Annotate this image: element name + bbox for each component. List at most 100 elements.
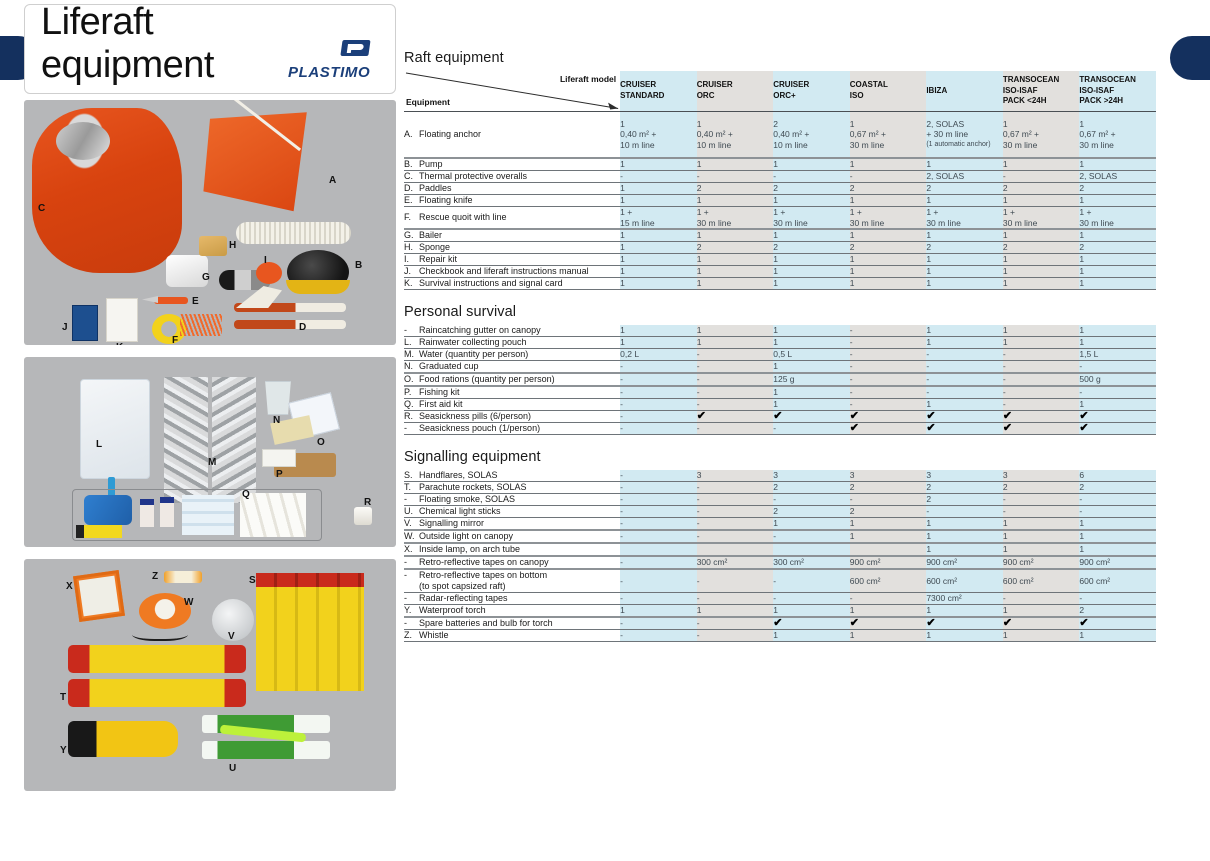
value-cell: 1 xyxy=(926,325,1003,337)
value-line: 1 xyxy=(773,518,778,529)
value-line: 1 xyxy=(1002,230,1008,241)
table-row: - Floating smoke, SOLAS - - - - 2 - - xyxy=(404,493,1156,506)
value-line: - xyxy=(696,399,700,410)
value-line: - xyxy=(620,399,623,410)
value-line: - xyxy=(620,171,623,182)
value-cell xyxy=(773,543,850,556)
value-line: - xyxy=(926,506,930,517)
value-line: 1 xyxy=(696,266,702,277)
value-line: - xyxy=(696,618,700,629)
value-cell: - xyxy=(849,373,927,386)
photo-label-R: R xyxy=(364,497,372,508)
equipment-label: Graduated cup xyxy=(419,361,479,371)
value-cell: - xyxy=(773,493,850,506)
value-line: - xyxy=(1079,494,1083,505)
value-cell: 1 xyxy=(1002,277,1080,290)
equipment-letter: N. xyxy=(404,361,413,371)
value-cell xyxy=(696,543,774,556)
equipment-letter: F. xyxy=(404,212,412,222)
gauze-packs xyxy=(182,495,234,535)
value-cell: - xyxy=(926,505,1003,518)
equipment-letter: V. xyxy=(404,518,412,528)
column-header-line: STANDARD xyxy=(620,90,665,100)
value-cell: 1 xyxy=(1079,265,1156,278)
table-row: L. Rainwater collecting pouch 1 1 1 - 1 1 1 xyxy=(404,336,1156,349)
equipment-name-cell: M. Water (quantity per person) xyxy=(404,349,620,361)
value-cell: - xyxy=(620,422,697,435)
value-line: 0,5 L xyxy=(773,349,793,360)
value-line: 0,67 m² + xyxy=(1002,129,1040,139)
value-cell: 1 xyxy=(696,229,774,242)
value-line: - xyxy=(1002,593,1006,604)
equipment-label: Water (quantity per person) xyxy=(419,349,529,359)
value-cell: 1 +30 m line xyxy=(773,206,850,229)
value-line: - xyxy=(620,494,623,505)
value-line: 2 xyxy=(696,242,702,253)
equipment-letter: I. xyxy=(404,254,410,264)
water-rations-image-2 xyxy=(212,377,256,503)
value-cell: 3 xyxy=(696,470,774,482)
value-cell: - xyxy=(1002,398,1080,411)
value-line: 300 cm² xyxy=(773,557,804,568)
equipment-label: Waterproof torch xyxy=(419,605,486,615)
signalling-mirror-image xyxy=(212,599,254,641)
photo-label-C: C xyxy=(38,203,46,214)
value-line: - xyxy=(620,411,623,422)
value-line: 30 m line xyxy=(773,217,808,228)
equipment-letter: W. xyxy=(404,531,415,541)
value-line: ✔ xyxy=(849,422,859,435)
value-cell: 1 xyxy=(1079,629,1156,642)
value-line: - xyxy=(773,575,777,586)
value-line: 1 xyxy=(1079,337,1085,348)
value-cell: - xyxy=(620,556,697,569)
value-cell xyxy=(620,543,697,556)
value-cell: 1 +30 m line xyxy=(1079,206,1156,229)
value-line: 1 xyxy=(1079,630,1085,641)
equipment-letter: D. xyxy=(404,183,413,193)
table-row: - Retro-reflective tapes on canopy - 300 cm… xyxy=(404,556,1156,569)
equipment-label: Thermal protective overalls xyxy=(419,171,528,181)
value-line: 2 xyxy=(1002,482,1008,493)
value-cell: - xyxy=(696,373,774,386)
value-line: 1 xyxy=(849,605,855,616)
value-cell: 2 0,40 m² +10 m line xyxy=(773,111,850,158)
value-line: 1 xyxy=(773,325,778,336)
table-row: E. Floating knife 1 1 1 1 1 1 1 xyxy=(404,194,1156,207)
value-cell: 2 xyxy=(1002,241,1080,254)
value-cell: 1 xyxy=(849,253,927,266)
value-line: 1 + xyxy=(926,207,939,217)
sponge-image xyxy=(199,236,227,256)
value-line: 1 xyxy=(620,242,625,253)
equipment-letter: S. xyxy=(404,470,413,480)
value-cell: 2 xyxy=(926,481,1003,494)
equipment-letter: Q. xyxy=(404,399,414,409)
value-cell: - xyxy=(696,493,774,506)
photo-label-N: N xyxy=(273,415,281,426)
paddles-image xyxy=(234,303,346,312)
value-cell: 1 xyxy=(1002,629,1080,642)
table-row: D. Paddles 1 2 2 2 2 2 2 xyxy=(404,182,1156,195)
photo-label-M: M xyxy=(208,457,217,468)
value-line: - xyxy=(1079,387,1083,398)
photo-label-W: W xyxy=(184,597,194,608)
value-line: 1 xyxy=(1079,531,1085,542)
value-line: 1 xyxy=(773,605,778,616)
column-header-7: TRANSOCEAN ISO-ISAF PACK >24H xyxy=(1079,71,1156,111)
value-line: 0,67 m² + xyxy=(1079,129,1116,139)
equipment-label: Retro-reflective tapes on bottom (to spot… xyxy=(419,570,547,592)
value-cell: 1 xyxy=(849,277,927,290)
value-line: - xyxy=(620,618,623,629)
column-header-line: CRUISER xyxy=(620,80,657,90)
value-cell: 2 xyxy=(773,505,850,518)
parachute-rocket-2 xyxy=(68,679,246,707)
value-cell: 1 xyxy=(620,229,697,242)
value-line: 1 xyxy=(1079,159,1085,170)
value-cell: - xyxy=(1002,373,1080,386)
equipment-name-cell: H. Sponge xyxy=(404,242,620,254)
value-cell: 1 xyxy=(849,229,927,242)
value-line: - xyxy=(696,593,700,604)
equipment-name-cell: P. Fishing kit xyxy=(404,386,620,399)
value-cell: - xyxy=(1002,170,1080,183)
photo-label-Q: Q xyxy=(242,489,250,500)
value-cell: 1 xyxy=(620,253,697,266)
